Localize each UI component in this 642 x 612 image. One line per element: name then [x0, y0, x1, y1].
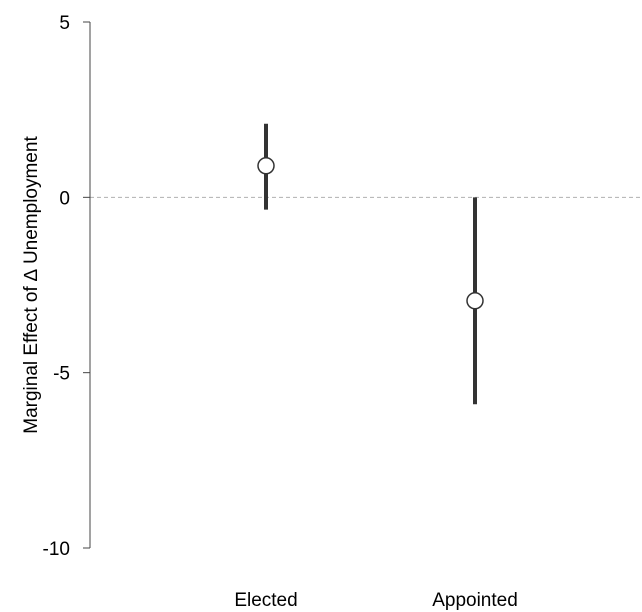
y-tick-label: 0 [59, 188, 70, 209]
point-estimate-elected [257, 157, 275, 175]
x-category-labels: Elected Appointed [234, 590, 517, 611]
y-tick-label: -10 [43, 539, 70, 560]
y-axis-ticks: 5 0 -5 -10 [43, 13, 90, 560]
category-label-appointed: Appointed [432, 590, 518, 611]
data-marks [257, 123, 484, 405]
point-estimate-appointed [466, 292, 484, 310]
category-label-elected: Elected [234, 590, 297, 611]
y-axis-title: Marginal Effect of ∆ Unemployment [21, 136, 42, 434]
y-tick-label: 5 [59, 13, 70, 34]
y-tick-label: -5 [53, 364, 70, 385]
